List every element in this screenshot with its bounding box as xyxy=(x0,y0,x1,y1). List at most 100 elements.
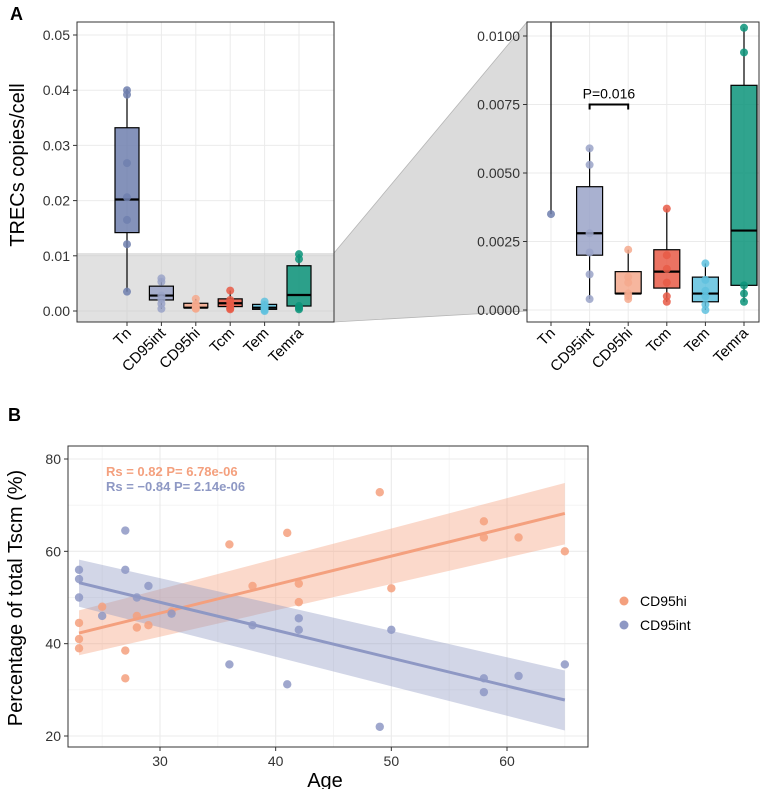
panel-b-y-axis-label: Percentage of total Tscm (%) xyxy=(5,470,27,726)
scatter-point-CD95int xyxy=(514,671,523,681)
scatter-point-CD95int xyxy=(294,625,303,635)
scatter-point-CD95hi xyxy=(560,547,570,556)
scatter-point-CD95hi xyxy=(74,644,84,653)
panel-a-zoom-point-CD95hi xyxy=(624,278,633,287)
legend-label-cd95hi: CD95hi xyxy=(640,593,687,609)
panel-a-zoom-y-tick-label: 0.0000 xyxy=(477,302,520,318)
panel-a-box-Temra xyxy=(286,265,312,307)
panel-a-zoom-point-CD95int xyxy=(585,295,594,304)
panel-a-zoom-point-CD95hi xyxy=(624,245,633,254)
scatter-point-CD95hi xyxy=(74,618,84,628)
scatter-point-CD95hi xyxy=(132,611,142,621)
scatter-point-CD95hi xyxy=(248,581,257,591)
scatter-point-CD95int xyxy=(479,674,489,683)
scatter-point-CD95int xyxy=(375,722,384,731)
panel-b-x-axis-label: Age xyxy=(307,770,343,789)
panel-a-y-tick-label: 0.03 xyxy=(43,137,70,153)
scatter-point-CD95hi xyxy=(144,621,153,630)
scatter-point-CD95hi xyxy=(294,579,303,588)
panel-a-zoom-point-Temra xyxy=(740,281,748,290)
panel-b-x-tick-label: 40 xyxy=(268,753,284,769)
scatter-point-CD95int xyxy=(74,593,84,602)
panel-b-y-tick-label: 60 xyxy=(45,543,61,559)
panel-a-zoom-point-CD95int xyxy=(585,160,594,169)
significance-bracket xyxy=(588,103,630,110)
panel-a-x-tick-label: Tcm xyxy=(207,325,238,356)
panel-a-box-Tn xyxy=(114,127,140,234)
legend-swatch-cd95int xyxy=(619,620,629,630)
panel-a-zoom-point-Tcm xyxy=(662,297,671,306)
panel-a-zoom-box-Temra xyxy=(730,84,758,286)
panel-a-point-Tn xyxy=(123,193,131,202)
panel-a-zoom-boxplot: 0.0000 0.0025 0.0050 0.0075 0.0100 TnCD95intC… xyxy=(477,21,760,375)
panel-a-zoom-point-Tem xyxy=(701,306,710,314)
scatter-point-CD95hi xyxy=(479,533,489,542)
stats-text-CD95int: Rs = −0.84 P= 2.14e-06 xyxy=(106,479,245,494)
panel-b-plot-area xyxy=(68,446,588,747)
scatter-point-CD95hi xyxy=(225,540,234,549)
panel-a-zoom-point-CD95int xyxy=(585,270,594,279)
panel-a-point-Tn xyxy=(123,287,131,296)
scatter-point-CD95hi xyxy=(121,674,130,683)
panel-a-zoom-point-CD95hi xyxy=(624,273,633,282)
scatter-point-CD95int xyxy=(121,565,130,574)
scatter-point-CD95hi xyxy=(97,602,107,611)
panel-a-zoom-point-Tem xyxy=(701,259,710,268)
panel-b-x-tick-label: 60 xyxy=(499,753,515,769)
scatter-point-CD95hi xyxy=(132,623,142,632)
panel-b-x-tick-label: 30 xyxy=(152,753,168,769)
panel-a-zoom-point-Tcm xyxy=(662,292,671,301)
panel-a-zoom-x-tick-label: Tcm xyxy=(643,325,674,356)
scatter-point-CD95int xyxy=(74,574,84,584)
panel-a-point-Tcm xyxy=(226,305,235,314)
scatter-point-CD95hi xyxy=(387,584,396,593)
panel-a-zoom-frame xyxy=(526,21,760,323)
scatter-point-CD95int xyxy=(248,621,257,630)
panel-b-y-tick-label: 40 xyxy=(45,636,61,652)
panel-a-y-tick-label: 0.04 xyxy=(43,82,70,98)
panel-a-y-tick-label: 0.05 xyxy=(43,27,70,43)
panel-a-point-Tn xyxy=(123,159,131,168)
panel-a-zoom-y-tick-label: 0.0075 xyxy=(477,97,520,113)
panel-a-zoom-point-CD95int xyxy=(585,248,594,257)
panel-b-x-tick-label: 50 xyxy=(384,753,400,769)
panel-a-zoom-point-CD95int xyxy=(585,229,594,238)
panel-a-zoom-x-tick-label: Tem xyxy=(681,325,713,357)
scatter-point-CD95hi xyxy=(74,634,84,644)
panel-a-point-CD95int xyxy=(157,304,166,313)
stats-text-CD95hi: Rs = 0.82 P= 6.78e-06 xyxy=(106,464,238,479)
panel-a-zoom-point-Tcm xyxy=(662,278,671,287)
panel-a-zoom-box-CD95int xyxy=(575,186,604,256)
scatter-point-CD95int xyxy=(225,660,234,669)
panel-label-b: B xyxy=(8,405,21,425)
scatter-point-CD95int xyxy=(387,625,396,635)
panel-b-y-tick-label: 20 xyxy=(45,728,61,744)
panel-a-y-tick-label: 0.00 xyxy=(43,303,70,319)
panel-a-zoom-point-Tem xyxy=(701,300,710,309)
panel-a-zoom-point-Temra xyxy=(740,289,748,298)
panel-a-point-Tn xyxy=(123,240,131,249)
scatter-point-CD95int xyxy=(283,680,292,689)
panel-a-zoom-point-Temra xyxy=(740,23,748,32)
panel-a-zoom-x-tick-label: Tn xyxy=(534,325,558,349)
panel-a-x-tick-label: Tn xyxy=(110,325,134,349)
panel-a-zoom-point-Tem xyxy=(701,292,710,301)
panel-a-point-Temra xyxy=(295,305,303,314)
panel-a-point-CD95hi xyxy=(191,304,200,313)
scatter-point-CD95hi xyxy=(479,517,489,526)
panel-a-frame xyxy=(76,21,335,323)
panel-a-point-CD95hi xyxy=(191,294,200,303)
scatter-point-CD95int xyxy=(294,614,303,623)
panel-a-zoom-x-tick-label: Temra xyxy=(710,324,752,366)
panel-a-zoom-point-Tcm xyxy=(662,204,671,213)
panel-a-point-Tem xyxy=(260,307,269,315)
panel-a-zoom-x-tick-label: CD95hi xyxy=(589,325,636,372)
scatter-point-CD95int xyxy=(560,660,570,669)
panel-a-zoom-point-Tem xyxy=(701,275,710,284)
panel-a-zoom-point-CD95int xyxy=(585,144,594,153)
scatter-point-CD95hi xyxy=(283,528,292,538)
legend-label-cd95int: CD95int xyxy=(640,617,691,633)
panel-a-zoom-point-CD95hi xyxy=(624,295,633,304)
